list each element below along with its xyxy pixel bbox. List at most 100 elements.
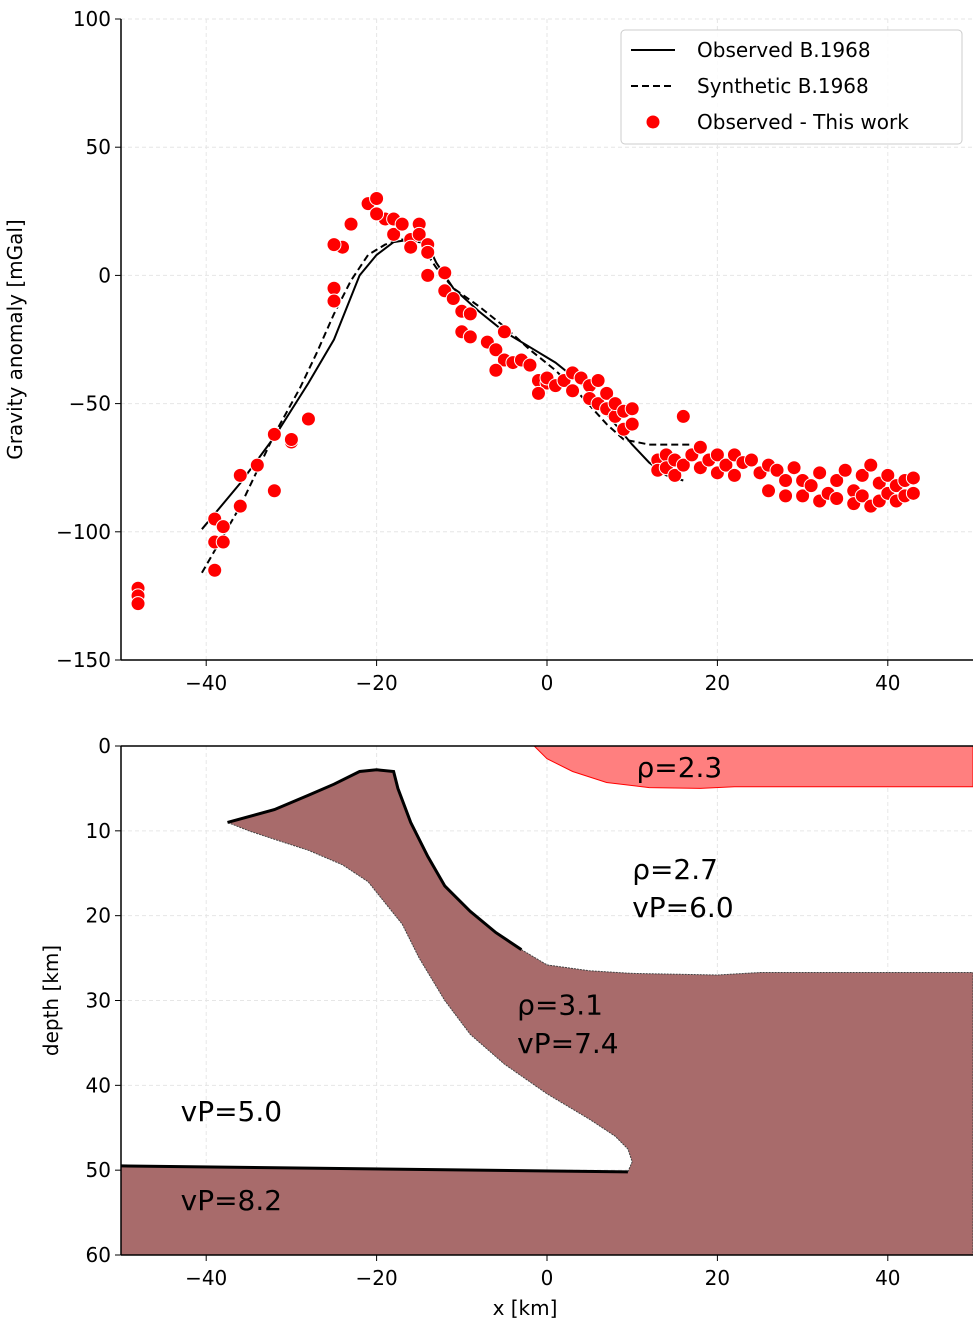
scatter-point [394, 216, 410, 232]
scatter-point [249, 457, 265, 473]
scatter-point [709, 447, 725, 463]
x-tick-label: 20 [705, 671, 730, 695]
scatter-point [854, 467, 870, 483]
x-tick-label: 0 [541, 1266, 554, 1290]
legend-marker [645, 114, 661, 130]
y-tick-label: −100 [56, 520, 111, 544]
legend-box [620, 29, 963, 145]
scatter-point [488, 342, 504, 358]
scatter-point [369, 206, 385, 222]
scatter-point [880, 467, 896, 483]
scatter-point [232, 498, 248, 514]
scatter-point [437, 265, 453, 281]
scatter-point [675, 457, 691, 473]
x-axis-label: x [km] [493, 1296, 558, 1320]
scatter-point [718, 457, 734, 473]
legend: Observed B.1968 Synthetic B.1968 Observed … [620, 29, 963, 145]
y-axis-label: Gravity anomaly [mGal] [3, 219, 27, 459]
scatter-point [369, 190, 385, 206]
scatter-point [590, 373, 606, 389]
scatter-point [215, 534, 231, 550]
scatter-point [207, 562, 223, 578]
scatter-point [761, 483, 777, 499]
legend-label: Observed - This work [697, 110, 909, 134]
scatter-point [795, 488, 811, 504]
y-tick-label: 0 [98, 263, 111, 287]
y-tick-label: −50 [69, 392, 111, 416]
scatter-point [530, 385, 546, 401]
scatter-point [675, 408, 691, 424]
scatter-point [445, 290, 461, 306]
scatter-point [803, 478, 819, 494]
scatter-point [837, 462, 853, 478]
annotation: vP=8.2 [181, 1184, 282, 1217]
line [201, 238, 692, 574]
x-tick-label: −20 [355, 1266, 397, 1290]
scatter-point [829, 473, 845, 489]
area [532, 745, 973, 789]
legend-label: Observed B.1968 [697, 38, 871, 62]
scatter-point [778, 488, 794, 504]
y-axis-label: depth [km] [39, 945, 63, 1056]
line [120, 1164, 628, 1174]
scatter-point [854, 488, 870, 504]
axes: −40 −20 0 20 40 −150 −100 −50 0 50 100 Gravity anom… [3, 7, 973, 695]
y-tick-label: 50 [86, 1158, 111, 1182]
scatter-point [743, 452, 759, 468]
scatter-point [232, 467, 248, 483]
scatter-point [462, 329, 478, 345]
annotation: ρ=3.1 [517, 989, 603, 1022]
scatter-point [905, 485, 921, 501]
scatter-point [769, 462, 785, 478]
scatter-point [420, 267, 436, 283]
annotation: vP=7.4 [517, 1027, 618, 1060]
annotation: ρ=2.3 [636, 751, 722, 784]
scatter-point [565, 383, 581, 399]
scatter-point [863, 457, 879, 473]
scatter-point [812, 465, 828, 481]
scatter-point [905, 470, 921, 486]
scatter-point [343, 216, 359, 232]
scatter-point [215, 519, 231, 535]
scatter-point [326, 237, 342, 253]
y-tick-label: 40 [86, 1073, 111, 1097]
annotation: vP=5.0 [181, 1095, 282, 1128]
scatter-point [403, 239, 419, 255]
y-tick-label: 50 [86, 135, 111, 159]
scatter-point [522, 357, 538, 373]
x-tick-label: 40 [875, 1266, 900, 1290]
annotation: ρ=2.7 [632, 853, 718, 886]
x-tick-label: −20 [355, 671, 397, 695]
scatter-point [692, 439, 708, 455]
y-tick-label: 30 [86, 989, 111, 1013]
axes: −40 −20 0 20 40 0 10 20 30 40 50 60 x [km] depth [km]… [39, 734, 973, 1320]
scatter-point [386, 226, 402, 242]
y-tick-label: 10 [86, 819, 111, 843]
scatter-point [786, 460, 802, 476]
y-tick-label: −150 [56, 648, 111, 672]
scatter-point [326, 293, 342, 309]
y-tick-label: 20 [86, 904, 111, 928]
scatter-point [462, 306, 478, 322]
y-tick-label: 100 [73, 7, 111, 31]
scatter-point [420, 244, 436, 260]
scatter-point [667, 467, 683, 483]
y-tick-label: 60 [86, 1243, 111, 1267]
x-tick-label: 20 [705, 1266, 730, 1290]
scatter-point [411, 226, 427, 242]
annotation: vP=6.0 [632, 891, 733, 924]
scatter-point [300, 411, 316, 427]
scatter-point [496, 324, 512, 340]
scatter-point [829, 490, 845, 506]
x-tick-label: 0 [541, 671, 554, 695]
scatter-point [266, 483, 282, 499]
scatter-point [778, 473, 794, 489]
scatter-point [326, 280, 342, 296]
scatter-point [726, 467, 742, 483]
y-tick-label: 0 [98, 734, 111, 758]
x-tick-label: −40 [185, 671, 227, 695]
legend-label: Synthetic B.1968 [697, 74, 869, 98]
x-tick-label: 40 [875, 671, 900, 695]
scatter-point [624, 416, 640, 432]
